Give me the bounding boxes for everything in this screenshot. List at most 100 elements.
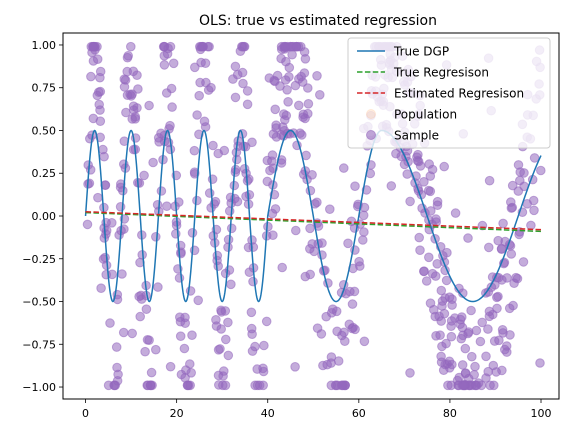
sample-point xyxy=(528,195,539,206)
sample-point xyxy=(494,335,504,346)
sample-point xyxy=(326,308,337,318)
sample-point xyxy=(176,369,187,380)
sample-point xyxy=(509,278,519,289)
sample-point xyxy=(436,285,447,296)
sample-point xyxy=(424,252,434,263)
sample-point xyxy=(430,271,441,281)
sample-point xyxy=(244,267,255,278)
sample-point xyxy=(483,324,493,334)
sample-point xyxy=(98,144,108,155)
sample-point xyxy=(391,148,401,159)
sample-point xyxy=(117,269,127,279)
sample-point xyxy=(230,61,241,72)
sample-point xyxy=(174,273,185,283)
sample-point xyxy=(439,161,450,172)
sample-point xyxy=(536,165,546,176)
y-tick-label: −0.75 xyxy=(22,338,56,351)
sample-point xyxy=(438,365,449,376)
sample-point xyxy=(272,70,283,81)
sample-point xyxy=(441,275,452,286)
sample-point xyxy=(259,340,269,351)
sample-point xyxy=(316,329,327,339)
sample-point xyxy=(244,174,254,184)
sample-point xyxy=(303,99,314,109)
sample-point xyxy=(294,74,304,84)
sample-point xyxy=(287,49,297,60)
sample-point xyxy=(450,313,460,323)
sample-point xyxy=(148,157,158,168)
sample-point xyxy=(270,104,281,115)
legend-label-true-regression: True Regresison xyxy=(393,66,489,80)
sample-point xyxy=(204,188,215,198)
sample-point xyxy=(165,120,175,131)
sample-point xyxy=(529,205,539,216)
sample-point xyxy=(86,71,96,82)
sample-point xyxy=(180,318,190,329)
sample-point xyxy=(119,159,129,169)
sample-point xyxy=(358,235,368,245)
sample-point xyxy=(312,197,322,208)
sample-point xyxy=(144,335,154,346)
sample-point xyxy=(507,180,518,191)
sample-point xyxy=(402,169,413,179)
sample-point xyxy=(477,317,488,328)
sample-point xyxy=(194,90,204,101)
sample-point xyxy=(432,200,443,210)
sample-point xyxy=(339,163,349,173)
sample-point xyxy=(359,227,369,237)
chart-title: OLS: true vs estimated regression xyxy=(199,13,437,29)
sample-point xyxy=(291,41,302,52)
sample-point xyxy=(291,225,301,236)
y-tick-label: 0.25 xyxy=(32,167,57,180)
sample-point xyxy=(337,380,348,391)
sample-point xyxy=(515,175,525,186)
sample-point xyxy=(165,361,176,372)
y-tick-label: −1.00 xyxy=(22,381,56,394)
y-tick-label: 0.75 xyxy=(32,82,57,95)
sample-point xyxy=(303,108,313,119)
sample-point xyxy=(143,380,153,391)
sample-point xyxy=(193,295,203,306)
sample-point xyxy=(498,218,508,229)
sample-point xyxy=(294,100,304,111)
y-tick-label: 0.00 xyxy=(32,210,57,223)
sample-point xyxy=(466,305,476,316)
x-tick-label: 60 xyxy=(352,407,366,420)
sample-point xyxy=(156,186,167,196)
sample-point xyxy=(450,208,461,218)
sample-point xyxy=(88,113,99,124)
sample-point xyxy=(127,89,137,99)
sample-point xyxy=(457,360,468,370)
sample-point xyxy=(431,214,441,224)
sample-point xyxy=(413,149,423,160)
sample-point xyxy=(175,312,185,323)
sample-point xyxy=(174,197,184,207)
sample-point xyxy=(115,202,126,212)
sample-point xyxy=(123,51,133,61)
sample-point xyxy=(247,346,258,356)
sample-point xyxy=(325,204,335,214)
y-tick-label: 1.00 xyxy=(32,39,57,52)
y-tick-label: 0.50 xyxy=(32,124,57,137)
sample-point xyxy=(239,41,249,52)
sample-point xyxy=(242,86,253,96)
sample-point xyxy=(502,273,512,283)
sample-point xyxy=(187,330,197,341)
sample-point xyxy=(473,378,484,388)
sample-point xyxy=(386,181,397,191)
sample-point xyxy=(446,331,457,342)
estimated-regression-line xyxy=(85,210,542,231)
sample-point xyxy=(358,210,369,221)
sample-point xyxy=(485,380,495,391)
sample-point xyxy=(94,99,104,110)
sample-point xyxy=(483,287,494,297)
sample-point xyxy=(326,358,336,368)
sample-point xyxy=(440,293,450,303)
sample-point xyxy=(187,228,198,238)
x-tick-label: 80 xyxy=(443,407,457,420)
sample-point xyxy=(216,324,226,334)
sample-point xyxy=(246,307,257,318)
sample-point xyxy=(492,303,502,314)
sample-point xyxy=(436,351,446,362)
sample-point xyxy=(460,368,471,378)
